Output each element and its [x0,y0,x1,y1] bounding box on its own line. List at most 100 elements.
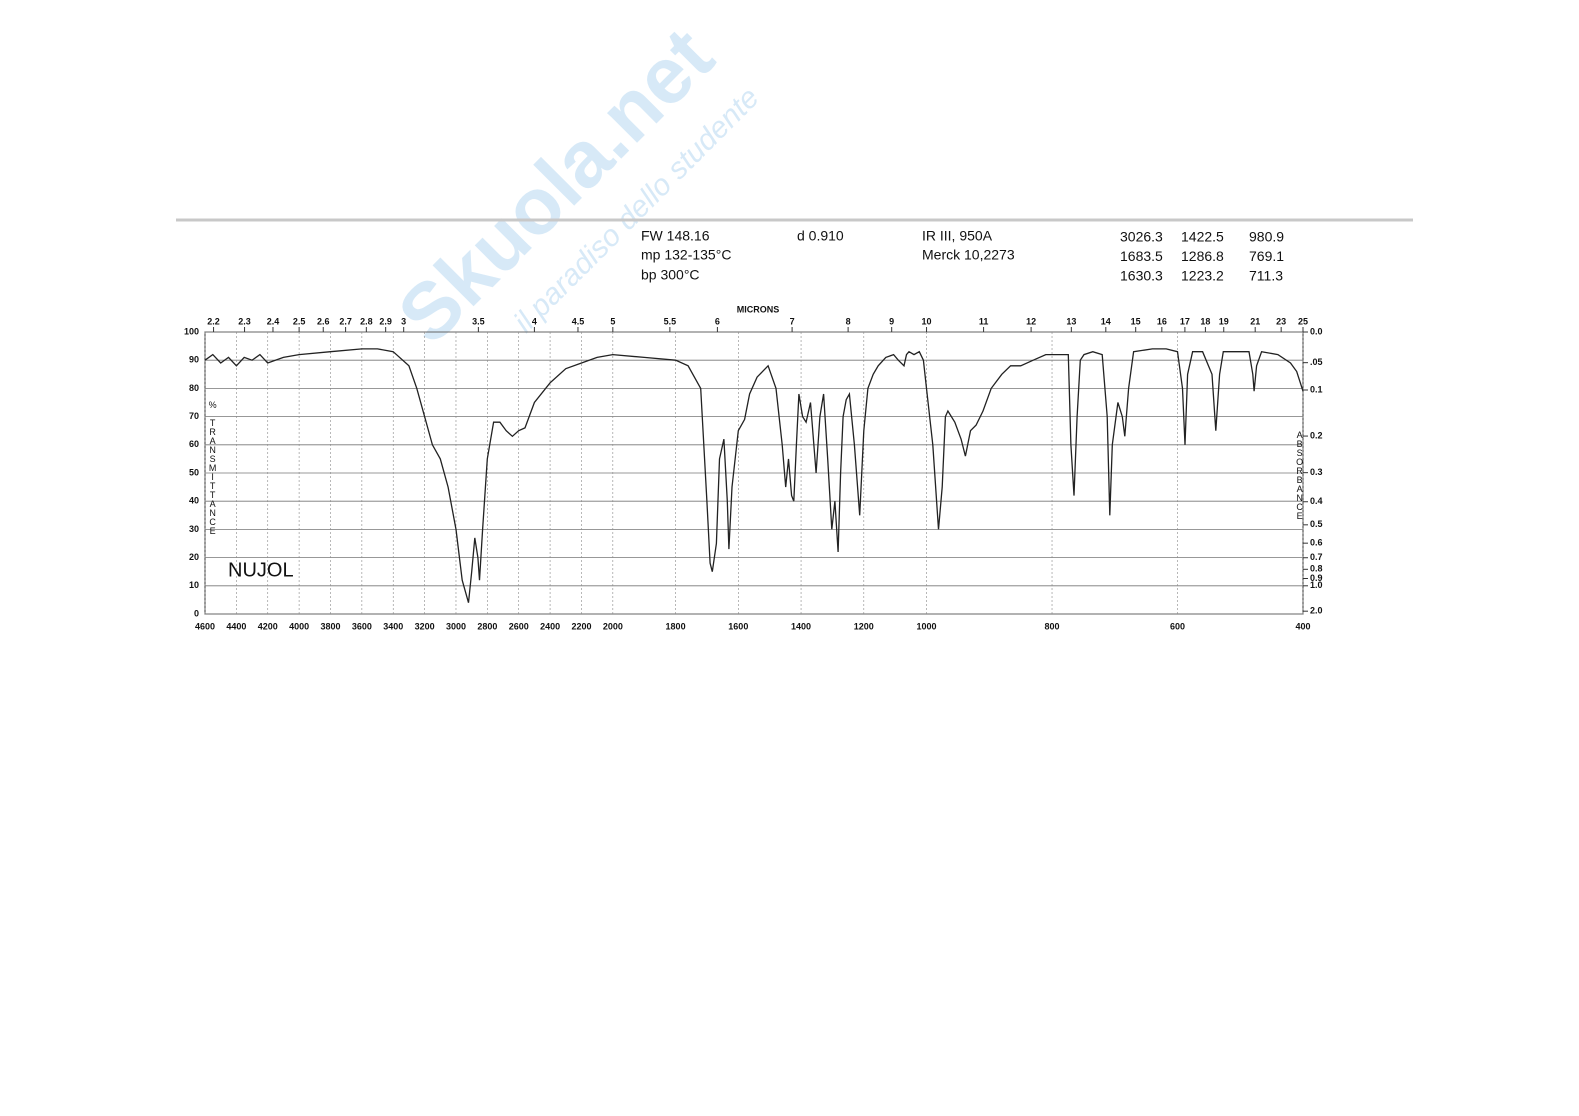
x2-tick-label: 2.7 [339,316,352,326]
x2-tick-label: 2.4 [267,316,280,326]
x2-tick-label: 19 [1219,316,1229,326]
peak-value: 1223.2 [1181,268,1224,284]
x2-tick-label: 25 [1298,316,1308,326]
x2-tick-label: 2.3 [238,316,251,326]
x-tick-label: 4600 [195,621,215,631]
x-tick-label: 2000 [603,621,623,631]
x-tick-label: 3000 [446,621,466,631]
x2-tick-label: 11 [979,316,989,326]
x2-tick-label: 2.8 [360,316,373,326]
y2-tick-label: 0.3 [1310,467,1323,477]
header-mp: mp 132-135°C [641,247,731,263]
y2-tick-label: 0.1 [1310,384,1323,394]
y-tick-label: 60 [189,439,199,449]
peak-value: 1422.5 [1181,229,1224,245]
x2-tick-label: 8 [846,316,851,326]
x-tick-label: 4400 [226,621,246,631]
peak-table: 3026.3 1422.5 980.9 1683.5 1286.8 769.1 1630.3… [1120,229,1284,284]
annotation: NUJOL [228,559,294,581]
x2-tick-label: 5.5 [664,316,677,326]
x2-tick-label: 7 [790,316,795,326]
x-tick-label: 3400 [383,621,403,631]
x2-tick-label: 15 [1131,316,1141,326]
x2-tick-label: 2.6 [317,316,330,326]
peak-value: 3026.3 [1120,229,1163,245]
watermark: Skuola.net il paradiso dello studente [381,11,766,360]
x-tick-label: 1600 [728,621,748,631]
y-axis-title: % TRANSMITTANCE [208,400,218,535]
y2-tick-label: 0.0 [1310,326,1323,336]
header-fw: FW 148.16 [641,228,710,244]
x2-tick-label: 2.5 [293,316,306,326]
x2-tick-label: 3.5 [472,316,485,326]
x2-axis-title: MICRONS [737,304,780,314]
x2-tick-label: 10 [922,316,932,326]
x-tick-label: 2200 [571,621,591,631]
header-density: d 0.910 [797,228,844,244]
peak-value: 769.1 [1249,248,1284,264]
y-tick-label: 40 [189,496,199,506]
y-tick-label: 50 [189,467,199,477]
y2-axis-title: ABSORBANCE [1295,430,1305,520]
x-tick-label: 1000 [917,621,937,631]
x-tick-label: 1200 [854,621,874,631]
header-merck: Merck 10,2273 [922,247,1015,263]
x-tick-label: 600 [1170,621,1185,631]
y2-tick-label: 2.0 [1310,606,1323,616]
y-tick-label: 30 [189,524,199,534]
peak-value: 1286.8 [1181,248,1224,264]
x2-tick-label: 18 [1200,316,1210,326]
y2-tick-label: 0.9 [1310,573,1323,583]
peak-value: 1630.3 [1120,268,1163,284]
x2-tick-label: 14 [1101,316,1111,326]
x2-tick-label: 13 [1066,316,1076,326]
x2-tick-label: 2.9 [379,316,392,326]
y2-tick-label: 0.4 [1310,496,1323,506]
x2-tick-label: 5 [610,316,615,326]
y-tick-label: 10 [189,580,199,590]
peak-value: 1683.5 [1120,248,1163,264]
x2-tick-label: 6 [715,316,720,326]
x2-tick-label: 17 [1180,316,1190,326]
x2-tick-label: 4.5 [572,316,585,326]
y2-tick-label: 0.7 [1310,552,1323,562]
x-tick-label: 3600 [352,621,372,631]
y2-tick-label: 0.8 [1310,564,1323,574]
y2-tick-label: 0.6 [1310,538,1323,548]
x-tick-label: 3800 [320,621,340,631]
x2-tick-label: 23 [1276,316,1286,326]
y-tick-label: 80 [189,383,199,393]
x-tick-label: 3200 [415,621,435,631]
y-tick-label: 70 [189,411,199,421]
x-tick-label: 800 [1045,621,1060,631]
x-tick-label: 4000 [289,621,309,631]
y-tick-label: 20 [189,552,199,562]
peak-value: 711.3 [1249,268,1283,284]
x2-tick-label: 16 [1157,316,1167,326]
x2-tick-label: 9 [889,316,894,326]
x2-tick-label: 21 [1250,316,1260,326]
y-tick-label: 90 [189,355,199,365]
x-tick-label: 2800 [477,621,497,631]
x-tick-label: 2400 [540,621,560,631]
spectrum-line [204,348,1304,603]
y-tick-label: 100 [184,326,199,336]
x2-tick-label: 4 [532,316,537,326]
x-tick-label: 400 [1295,621,1310,631]
x2-tick-label: 2.2 [207,316,220,326]
header-bp: bp 300°C [641,267,700,283]
y2-tick-label: .05 [1310,357,1323,367]
x-tick-label: 2600 [509,621,529,631]
peak-value: 980.9 [1249,229,1284,245]
y2-tick-label: 0.5 [1310,519,1323,529]
x2-tick-label: 12 [1026,316,1036,326]
x-tick-label: 1800 [666,621,686,631]
y-tick-label: 0 [194,608,199,618]
x-tick-label: 1400 [791,621,811,631]
x2-tick-label: 3 [401,316,406,326]
x-tick-label: 4200 [258,621,278,631]
y2-tick-label: 1.0 [1310,580,1323,590]
header-ir: IR III, 950A [922,228,993,244]
